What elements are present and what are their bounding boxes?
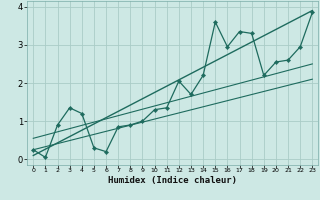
X-axis label: Humidex (Indice chaleur): Humidex (Indice chaleur) [108, 176, 237, 185]
